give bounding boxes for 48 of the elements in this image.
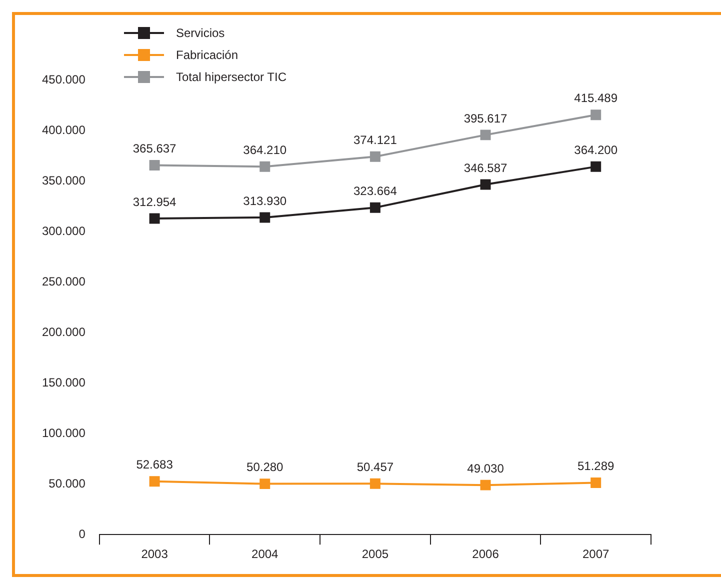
data-label: 364.200 (574, 142, 618, 157)
point (370, 151, 380, 162)
point (480, 130, 491, 140)
point (590, 161, 602, 172)
data-label: 50.457 (356, 460, 394, 474)
data-label: 51.289 (577, 459, 615, 474)
point (590, 478, 602, 488)
x-tick-label: 2004 (252, 547, 279, 562)
point (149, 160, 160, 170)
data-label: 312.954 (132, 194, 177, 209)
x-tick-label: 2003 (141, 547, 168, 562)
data-label: 374.121 (353, 132, 398, 147)
x-tick-label: 2007 (582, 547, 610, 562)
y-tick-label: 400.000 (42, 122, 86, 137)
data-label: 346.587 (464, 160, 508, 175)
y-tick-label: 200.000 (42, 324, 86, 339)
point (149, 476, 160, 487)
y-tick-label: 250.000 (42, 274, 86, 288)
point (149, 213, 160, 224)
point (260, 478, 270, 490)
data-label: 49.030 (467, 461, 504, 476)
data-label: 365.637 (132, 142, 177, 156)
legend-label: Fabricación (176, 48, 238, 62)
y-tick-label: 0 (78, 526, 86, 541)
data-label: 395.617 (464, 111, 508, 126)
data-label: 50.280 (246, 460, 284, 474)
y-tick-label: 100.000 (42, 426, 86, 440)
y-tick-label: 350.000 (42, 173, 86, 188)
y-tick-label: 300.000 (42, 224, 86, 238)
y-tick-label: 150.000 (42, 375, 86, 390)
data-label: 52.683 (136, 458, 174, 472)
data-label: 323.664 (353, 184, 398, 198)
y-tick-label: 450.000 (42, 72, 86, 86)
point (370, 478, 380, 489)
x-tick-label: 2005 (362, 547, 389, 562)
point (370, 202, 380, 213)
point (260, 161, 270, 172)
point (480, 480, 491, 490)
data-label: 415.489 (574, 91, 618, 106)
y-tick-label: 50.000 (48, 476, 86, 490)
legend-label: Total hipersector TIC (176, 70, 286, 84)
legend-label: Servicios (176, 26, 225, 40)
data-label: 364.210 (243, 142, 287, 157)
point (480, 179, 491, 190)
x-tick-label: 2006 (472, 547, 500, 562)
point (260, 212, 270, 223)
data-label: 313.930 (243, 194, 287, 208)
point (590, 110, 602, 120)
